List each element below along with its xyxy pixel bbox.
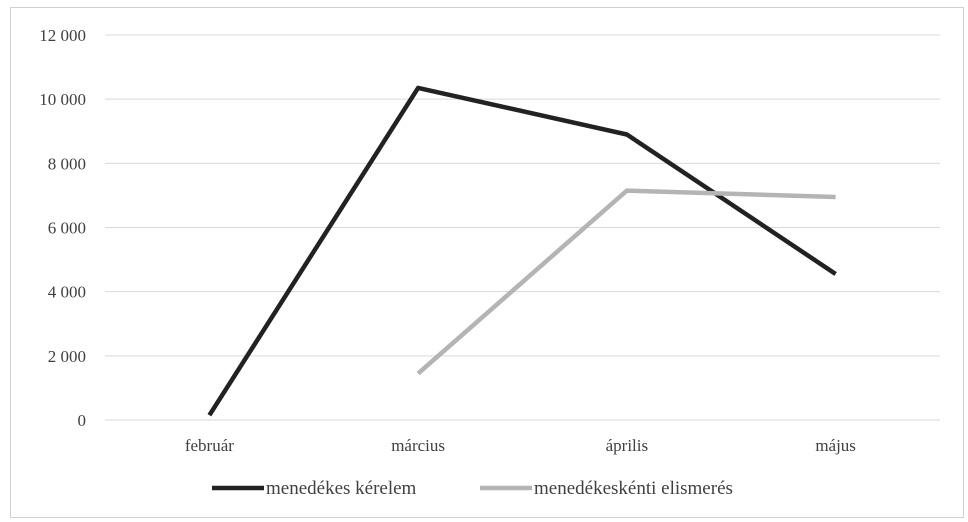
legend: menedékes kérelem menedékeskénti elismeré… [212, 478, 733, 499]
gridlines [105, 34, 940, 421]
series-lines [207, 85, 837, 417]
y-tick-label: 8 000 [48, 154, 86, 173]
x-tick-label: április [606, 436, 649, 455]
x-tick-label: március [391, 436, 445, 455]
y-tick-label: 2 000 [48, 347, 86, 366]
legend-label: menedékes kérelem [266, 478, 417, 499]
legend-label: menedékeskénti elismerés [534, 478, 733, 499]
series-line-2 [416, 188, 836, 376]
y-tick-label: 0 [78, 411, 87, 430]
x-tick-label: február [185, 436, 234, 455]
y-tick-label: 12 000 [39, 26, 86, 45]
x-tick-label: május [815, 436, 856, 455]
chart-frame [10, 7, 964, 518]
y-tick-label: 10 000 [39, 90, 86, 109]
x-axis-ticks: február március április május [185, 436, 856, 455]
y-tick-label: 6 000 [48, 219, 86, 238]
y-axis-ticks: 0 2 000 4 000 6 000 8 000 10 000 12 000 [39, 26, 86, 430]
series-line-1 [207, 85, 837, 417]
y-tick-label: 4 000 [48, 283, 86, 302]
